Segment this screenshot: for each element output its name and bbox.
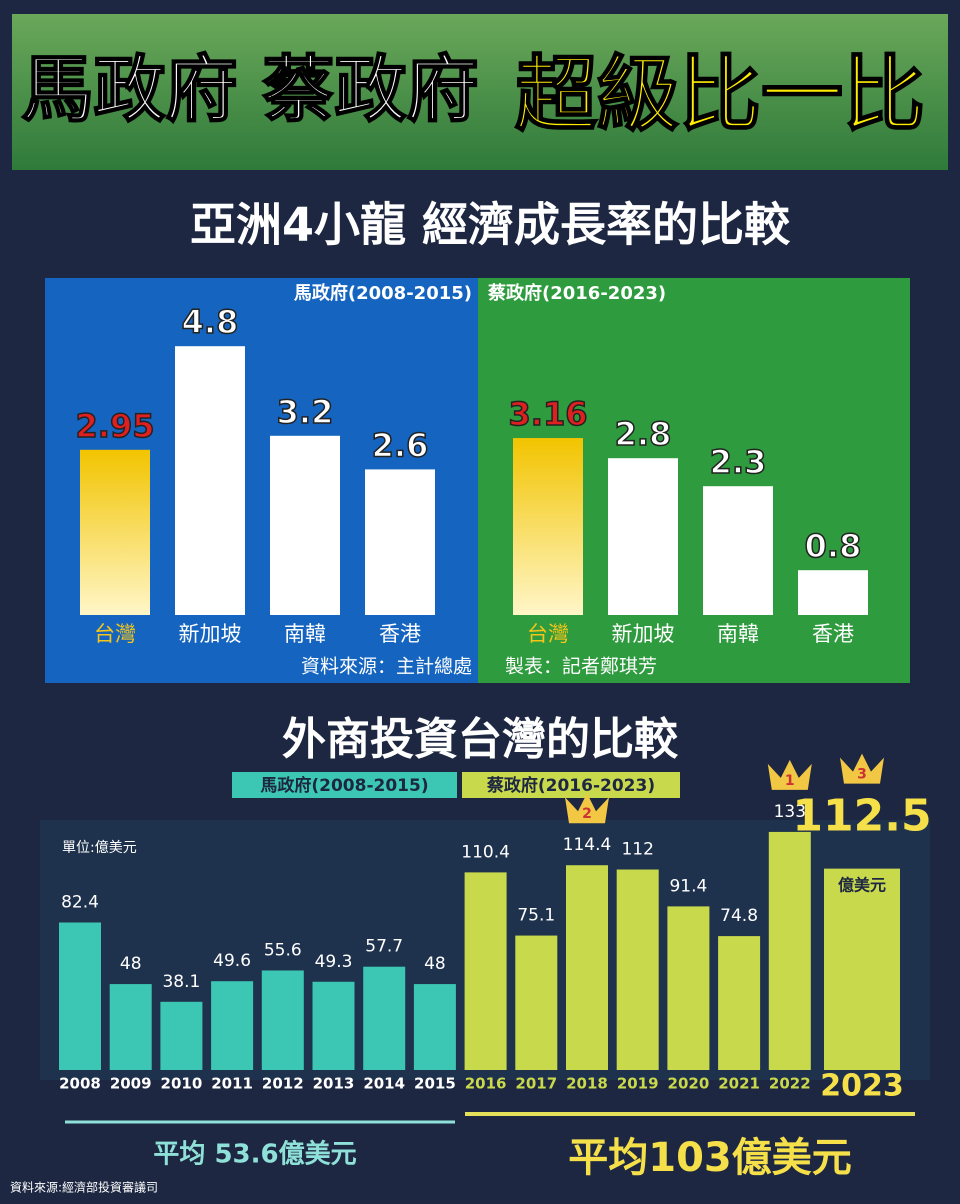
category-label: 香港 bbox=[812, 622, 854, 646]
value-label: 38.1 bbox=[162, 972, 200, 992]
value-label: 82.4 bbox=[61, 893, 99, 913]
bar bbox=[363, 966, 406, 1070]
category-label: 新加坡 bbox=[179, 622, 242, 646]
bar bbox=[608, 458, 678, 615]
value-label: 2.95 bbox=[76, 407, 155, 445]
title-white: 馬政府 蔡政府 bbox=[21, 48, 478, 132]
bar bbox=[703, 486, 773, 615]
x-tick-label: 2009 bbox=[110, 1075, 152, 1093]
bar bbox=[768, 831, 811, 1070]
bar bbox=[80, 449, 150, 615]
value-label: 133 bbox=[774, 802, 806, 822]
rank-label: 2 bbox=[582, 806, 592, 822]
value-label: 3.16 bbox=[509, 395, 588, 433]
bar bbox=[798, 570, 868, 615]
x-tick-label: 2012 bbox=[262, 1075, 304, 1093]
bar bbox=[175, 346, 245, 615]
value-label: 3.2 bbox=[277, 393, 334, 431]
value-label: 49.3 bbox=[315, 952, 353, 972]
rank-label: 1 bbox=[785, 773, 795, 789]
note: 資料來源：主計總處 bbox=[301, 656, 472, 678]
note: 製表：記者鄭琪芳 bbox=[505, 656, 657, 678]
value-label: 57.7 bbox=[365, 937, 403, 957]
bar bbox=[464, 872, 507, 1070]
x-tick-label: 2022 bbox=[769, 1075, 811, 1093]
value-label: 0.8 bbox=[805, 527, 862, 565]
bar bbox=[59, 922, 101, 1070]
x-tick-label: 2023 bbox=[820, 1069, 904, 1104]
unit-label: 億美元 bbox=[838, 876, 886, 895]
value-label: 112 bbox=[621, 840, 653, 860]
value-label: 114.4 bbox=[563, 835, 612, 855]
crown bbox=[565, 793, 609, 824]
value-label: 4.8 bbox=[182, 303, 239, 341]
legend-entry: 蔡政府(2016-2023) bbox=[487, 282, 666, 304]
x-tick-label: 2019 bbox=[617, 1075, 659, 1093]
value-label: 2.3 bbox=[710, 443, 767, 481]
x-tick-label: 2010 bbox=[161, 1075, 203, 1093]
category-label: 台灣 bbox=[527, 622, 569, 646]
source: 資料來源:經濟部投資審議司 bbox=[10, 1180, 158, 1195]
x-tick-label: 2013 bbox=[313, 1075, 355, 1093]
category-label: 新加坡 bbox=[612, 622, 675, 646]
bar bbox=[160, 1001, 203, 1070]
x-tick-label: 2016 bbox=[465, 1075, 507, 1093]
annotation: 平均103億美元 bbox=[568, 1135, 852, 1181]
unit-label: 單位:億美元 bbox=[62, 840, 137, 856]
value-label: 48 bbox=[120, 954, 142, 974]
x-tick-label: 2008 bbox=[59, 1075, 101, 1093]
bar bbox=[312, 981, 355, 1070]
x-tick-label: 2015 bbox=[414, 1075, 456, 1093]
bar bbox=[270, 435, 340, 615]
value-label: 91.4 bbox=[669, 876, 707, 896]
legend-entry: 蔡政府(2016-2023) bbox=[486, 775, 655, 796]
bar bbox=[513, 438, 583, 615]
chart-title: 外商投資台灣的比較 bbox=[282, 714, 679, 765]
bar bbox=[824, 868, 900, 1070]
rank-label: 3 bbox=[857, 767, 867, 783]
value-label: 112.5 bbox=[792, 791, 931, 842]
value-label: 49.6 bbox=[213, 951, 251, 971]
value-label: 55.6 bbox=[264, 940, 302, 960]
category-label: 南韓 bbox=[284, 622, 326, 646]
bar bbox=[616, 869, 659, 1070]
bar bbox=[718, 936, 761, 1070]
chart-title: 亞洲4小龍 經濟成長率的比較 bbox=[190, 198, 791, 252]
category-label: 台灣 bbox=[94, 622, 136, 646]
bar bbox=[566, 865, 608, 1070]
crown bbox=[840, 753, 884, 784]
bar bbox=[667, 906, 710, 1070]
category-label: 香港 bbox=[379, 622, 421, 646]
legend-entry: 馬政府(2008-2015) bbox=[260, 775, 428, 796]
bar bbox=[365, 469, 435, 615]
x-tick-label: 2014 bbox=[363, 1075, 405, 1093]
crown bbox=[767, 759, 812, 790]
x-tick-label: 2020 bbox=[668, 1075, 710, 1093]
category-label: 南韓 bbox=[717, 622, 759, 646]
bar bbox=[515, 935, 558, 1070]
value-label: 110.4 bbox=[461, 842, 510, 862]
value-label: 74.8 bbox=[720, 906, 758, 926]
bar bbox=[413, 984, 456, 1070]
value-label: 48 bbox=[424, 954, 446, 974]
legend-box bbox=[462, 772, 680, 798]
x-tick-label: 2018 bbox=[566, 1075, 608, 1093]
legend-box bbox=[232, 772, 457, 798]
bar bbox=[261, 970, 304, 1070]
title-yellow: 超級比一比 bbox=[515, 47, 925, 142]
x-tick-label: 2017 bbox=[515, 1075, 557, 1093]
x-tick-label: 2021 bbox=[718, 1075, 760, 1093]
x-tick-label: 2011 bbox=[211, 1075, 253, 1093]
value-label: 75.1 bbox=[517, 906, 555, 926]
value-label: 2.6 bbox=[372, 426, 429, 464]
legend-entry: 馬政府(2008-2015) bbox=[294, 282, 472, 304]
banner bbox=[12, 14, 948, 170]
bar bbox=[109, 984, 152, 1070]
value-label: 2.8 bbox=[615, 415, 672, 453]
annotation: 平均 53.6億美元 bbox=[153, 1139, 356, 1170]
bar bbox=[211, 981, 254, 1070]
